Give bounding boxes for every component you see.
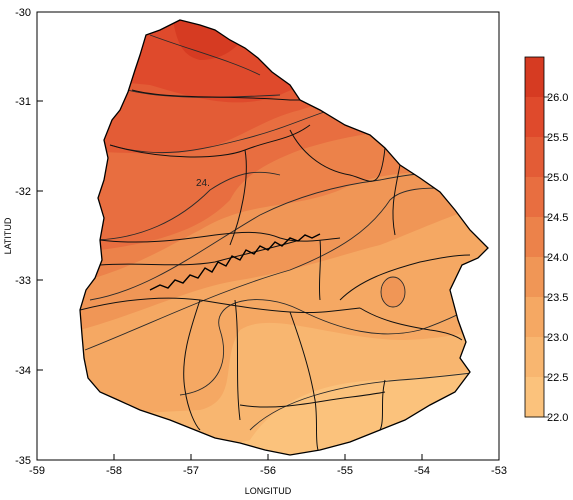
- colorbar-label: 22.0: [547, 412, 568, 424]
- x-tick-label: -57: [183, 465, 199, 477]
- colorbar-label: 22.5: [547, 372, 568, 384]
- y-tick-labels: -30 -31 -32 -33 -34 -35: [15, 7, 31, 467]
- y-tick-label: -30: [15, 7, 31, 19]
- colorbar-frame: [524, 56, 545, 418]
- colorbar-label: 23.0: [547, 332, 568, 344]
- x-tick-label: -56: [260, 465, 276, 477]
- contour-label: 24.: [196, 178, 210, 189]
- colorbar-swatch: [525, 257, 544, 298]
- x-tick-label: -55: [337, 465, 353, 477]
- axis-ticks: [36, 11, 500, 461]
- x-axis-title: LONGITUD: [245, 486, 292, 496]
- department-borders: [80, 89, 471, 451]
- y-tick-label: -34: [15, 365, 31, 377]
- colorbar-swatch: [525, 137, 544, 178]
- colorbar-ticks: [544, 96, 549, 418]
- y-axis-title: LATITUD: [3, 217, 13, 254]
- y-tick-label: -35: [15, 455, 31, 467]
- temperature-band: [381, 277, 405, 307]
- colorbar-swatch: [525, 337, 544, 378]
- y-tick-label: -32: [15, 186, 31, 198]
- x-tick-label: -59: [29, 465, 45, 477]
- x-tick-label: -53: [491, 465, 507, 477]
- colorbar-swatch: [525, 297, 544, 338]
- x-tick-label: -58: [106, 465, 122, 477]
- colorbar-label: 25.5: [547, 132, 568, 144]
- colorbar-label: 26.0: [547, 92, 568, 104]
- colorbar-label: 24.0: [547, 252, 568, 264]
- colorbar-label: 25.0: [547, 172, 568, 184]
- colorbar-swatch: [525, 57, 544, 98]
- colorbar-swatch: [525, 177, 544, 218]
- colorbar-swatch: [525, 97, 544, 138]
- y-tick-label: -31: [15, 96, 31, 108]
- colorbar-swatch: [525, 217, 544, 258]
- colorbar-label: 24.5: [547, 212, 568, 224]
- x-tick-label: -54: [414, 465, 430, 477]
- country-outline: [79, 19, 489, 456]
- colorbar: 26.0 25.5 25.0 24.5 24.0 23.5 23.0 22.5 …: [524, 56, 568, 424]
- x-tick-labels: -59 -58 -57 -56 -55 -54 -53: [29, 465, 507, 477]
- rio-negro-reservoir: [149, 233, 321, 291]
- y-tick-label: -33: [15, 275, 31, 287]
- colorbar-swatch: [525, 377, 544, 418]
- colorbar-label: 23.5: [547, 292, 568, 304]
